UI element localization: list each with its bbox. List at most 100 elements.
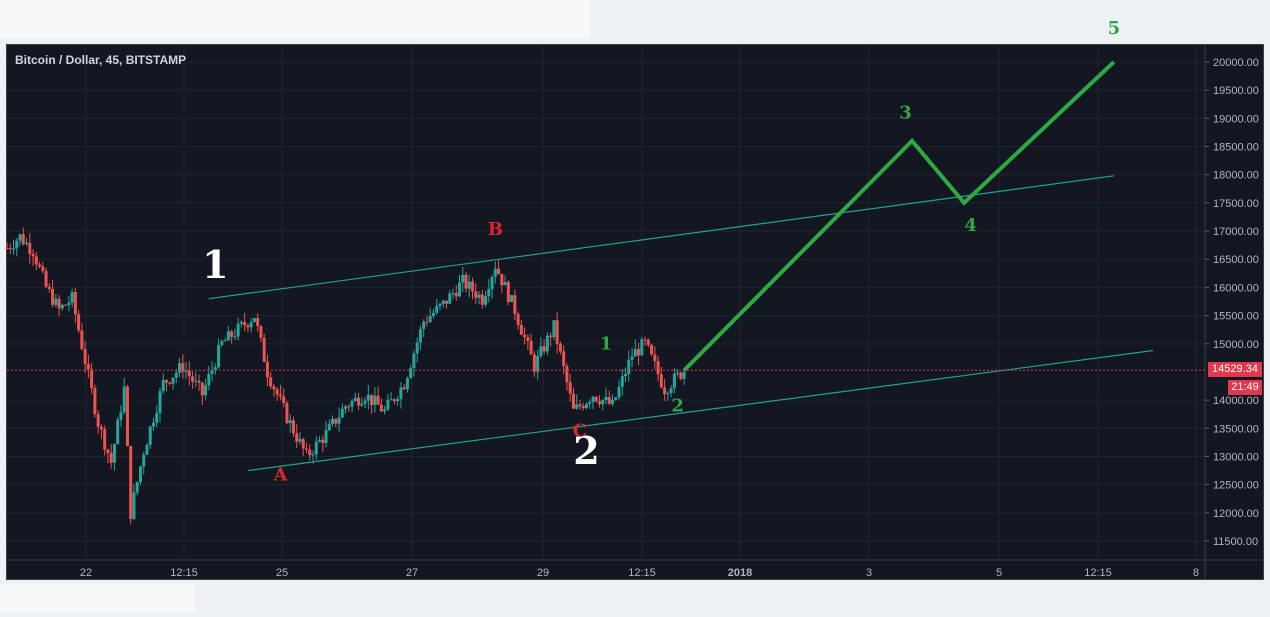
candle-body: [418, 329, 422, 343]
candle-body: [125, 386, 129, 446]
candle-body: [327, 423, 331, 431]
candle-body: [620, 376, 624, 387]
candle-body: [197, 380, 201, 383]
candle-body: [135, 481, 139, 493]
time-tick-label: 22: [80, 567, 92, 579]
wave-label: 1: [600, 333, 613, 354]
candle-body: [405, 378, 409, 390]
candle-body: [64, 304, 68, 306]
candle-body: [435, 305, 439, 313]
price-tick-label: 13000.00: [1213, 451, 1259, 463]
candle-body: [285, 402, 289, 424]
candle-body: [5, 247, 9, 249]
candle-body: [627, 359, 631, 375]
candle-body: [412, 353, 416, 369]
candle-body: [187, 371, 191, 377]
price-tick-label: 13500.00: [1213, 423, 1259, 435]
candle-body: [168, 382, 172, 384]
candle-body: [601, 399, 605, 405]
price-tick-label: 14000.00: [1213, 395, 1259, 407]
candle-body: [558, 343, 562, 352]
candle-body: [73, 292, 77, 315]
price-tick-label: 12000.00: [1213, 508, 1259, 520]
candle-body: [272, 386, 276, 390]
candle-body: [80, 330, 84, 350]
candle-body: [360, 403, 364, 406]
candle-body: [12, 248, 16, 250]
candle-body: [350, 400, 354, 407]
candle-body: [278, 394, 282, 397]
candle-body: [21, 234, 25, 245]
price-tick-label: 19500.00: [1213, 85, 1259, 97]
price-tick-label: 12500.00: [1213, 480, 1259, 492]
candle-body: [220, 341, 224, 346]
candle-body: [99, 426, 103, 430]
time-tick-label: 8: [1193, 567, 1199, 579]
candle-body: [207, 373, 211, 386]
candle-body: [428, 316, 432, 322]
candle-body: [165, 380, 169, 383]
candle-body: [516, 313, 520, 325]
candle-body: [539, 346, 543, 356]
candle-body: [529, 340, 533, 355]
wave-label: 5: [1108, 18, 1121, 39]
candle-body: [653, 354, 657, 362]
candle-body: [500, 273, 504, 286]
candle-body: [607, 397, 611, 404]
candle-body: [640, 339, 644, 356]
candle-body: [614, 397, 618, 400]
wave-label: C: [573, 421, 587, 442]
chart-pane[interactable]: [6, 44, 1264, 580]
candle-body: [204, 385, 208, 396]
candle-body: [298, 439, 302, 442]
candle-body: [451, 293, 455, 295]
candle-body: [526, 337, 530, 341]
candle-body: [519, 324, 523, 335]
candle-body: [200, 382, 204, 396]
candle-body: [151, 422, 155, 427]
candle-body: [41, 266, 45, 272]
candle-body: [217, 345, 221, 368]
candle-body: [226, 331, 230, 341]
candle-body: [334, 418, 338, 424]
price-tick-label: 16500.00: [1213, 254, 1259, 266]
candle-body: [581, 406, 585, 409]
candle-body: [679, 372, 683, 379]
candle-body: [656, 361, 660, 375]
candle-body: [549, 335, 553, 338]
candle-body: [191, 376, 195, 382]
candle-body: [441, 300, 445, 304]
price-tick-label: 18500.00: [1213, 142, 1259, 154]
price-tick-label: 16000.00: [1213, 282, 1259, 294]
candle-body: [8, 248, 12, 250]
candle-body: [630, 356, 634, 360]
time-tick-label: 12:15: [1084, 567, 1112, 579]
candle-body: [275, 389, 279, 395]
candle-body: [347, 406, 351, 408]
candle-body: [487, 289, 491, 297]
candle-body: [545, 335, 549, 352]
candle-body: [161, 380, 165, 391]
candle-body: [96, 414, 100, 427]
candle-body: [379, 404, 383, 412]
candle-body: [83, 349, 87, 365]
candle-body: [353, 397, 357, 401]
candle-body: [415, 342, 419, 354]
candle-body: [604, 397, 608, 400]
candle-body: [67, 302, 71, 306]
candle-body: [112, 444, 116, 463]
candle-body: [399, 387, 403, 400]
candle-body: [171, 377, 175, 384]
candle-body: [591, 396, 595, 403]
price-tick-label: 15000.00: [1213, 339, 1259, 351]
candle-body: [611, 399, 615, 404]
candle-body: [477, 294, 481, 298]
candle-body: [422, 321, 426, 330]
candle-body: [555, 320, 559, 344]
candle-body: [311, 454, 315, 456]
candle-body: [145, 444, 149, 455]
candle-body: [366, 394, 370, 401]
candle-body: [633, 349, 637, 357]
candle-body: [321, 439, 325, 443]
